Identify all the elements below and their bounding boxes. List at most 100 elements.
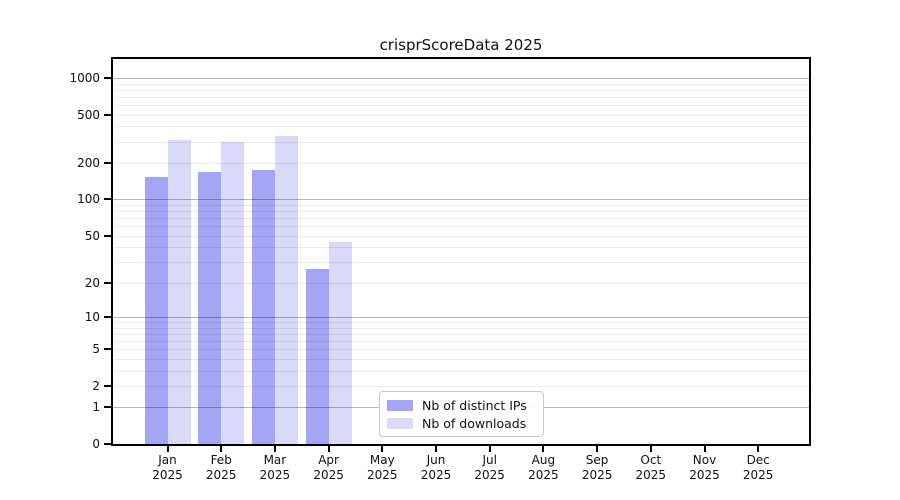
gridline-minor-700	[113, 96, 809, 98]
gridline-minor-90	[113, 204, 809, 206]
bar-nb-of-distinct-ips-feb	[198, 171, 222, 444]
legend-swatch-downloads	[387, 417, 413, 429]
y-tick-200	[104, 162, 113, 164]
y-tick-label-100: 100	[77, 192, 100, 207]
gridline-minor-2	[113, 385, 809, 387]
y-tick-20	[104, 281, 113, 284]
x-tick-year-jul: 2025	[474, 468, 505, 482]
legend-label-downloads: Nb of downloads	[422, 415, 527, 431]
x-tick-feb	[220, 444, 223, 452]
x-tick-sep	[596, 444, 599, 452]
x-tick-jan	[166, 444, 169, 452]
y-tick-label-20: 20	[84, 275, 100, 290]
bar-nb-of-downloads-feb	[221, 141, 245, 444]
gridline-minor-5	[113, 349, 809, 351]
gridline-minor-300	[113, 141, 809, 143]
x-tick-label-jul: Jul 2025	[462, 453, 518, 483]
x-tick-apr	[327, 444, 330, 452]
y-tick-50	[104, 234, 113, 237]
x-tick-jun	[435, 444, 437, 452]
x-tick-month-oct: Oct	[640, 453, 662, 467]
legend-item-downloads: Nb of downloads	[387, 416, 534, 431]
y-tick-500	[104, 113, 113, 116]
gridline-major-1000	[113, 77, 809, 79]
x-tick-month-jul: Jul	[482, 453, 497, 467]
bar-nb-of-distinct-ips-mar	[251, 170, 275, 444]
gridline-minor-900	[113, 83, 809, 85]
y-tick-label-2: 2	[92, 378, 100, 393]
y-tick-label-200: 200	[77, 156, 100, 170]
x-tick-label-nov: Nov 2025	[677, 453, 733, 483]
x-tick-label-mar: Mar 2025	[247, 453, 303, 483]
bar-nb-of-distinct-ips-jan	[144, 176, 168, 444]
x-tick-month-aug: Aug	[531, 453, 556, 467]
gridline-minor-500	[113, 114, 809, 116]
gridline-minor-4	[113, 358, 809, 360]
x-tick-year-feb: 2025	[205, 468, 237, 482]
x-tick-label-dec: Dec 2025	[730, 453, 786, 483]
y-tick-label-5: 5	[92, 342, 100, 357]
y-tick-1	[104, 406, 113, 409]
y-tick-100	[104, 198, 113, 201]
x-tick-label-aug: Aug 2025	[515, 453, 571, 483]
y-tick-label-10: 10	[84, 309, 100, 324]
x-tick-label-feb: Feb 2025	[193, 453, 249, 483]
x-tick-year-sep: 2025	[581, 468, 613, 482]
gridline-minor-6	[113, 340, 809, 342]
x-tick-label-may: May 2025	[354, 453, 410, 483]
gridline-minor-200	[113, 163, 809, 164]
y-tick-label-500: 500	[77, 107, 100, 122]
x-tick-month-feb: Feb	[210, 453, 232, 467]
x-tick-month-nov: Nov	[692, 453, 717, 467]
x-tick-label-apr: Apr 2025	[301, 453, 357, 483]
y-tick-1000	[104, 76, 113, 79]
gridline-minor-80	[113, 211, 809, 213]
x-tick-oct	[649, 444, 652, 452]
chart-title: crisprScoreData 2025	[379, 36, 543, 54]
bar-nb-of-downloads-apr	[328, 242, 352, 444]
legend-item-distinct-ips: Nb of distinct IPs	[387, 398, 534, 413]
x-tick-year-oct: 2025	[635, 468, 667, 482]
y-tick-2	[104, 384, 113, 387]
x-tick-label-sep: Sep 2025	[569, 453, 625, 483]
legend-label-distinct-ips: Nb of distinct IPs	[422, 398, 527, 414]
x-tick-mar	[273, 444, 276, 452]
y-tick-5	[104, 348, 113, 351]
x-tick-jul	[488, 444, 491, 452]
gridline-minor-30	[113, 262, 809, 264]
x-tick-aug	[542, 444, 545, 452]
x-tick-year-may: 2025	[367, 468, 398, 482]
y-tick-10	[104, 315, 113, 318]
x-tick-month-may: May	[369, 453, 395, 467]
y-tick-label-1: 1	[92, 400, 100, 415]
x-tick-label-oct: Oct 2025	[623, 453, 679, 483]
x-tick-year-aug: 2025	[528, 468, 559, 482]
y-tick-label-1000: 1000	[69, 70, 100, 85]
gridline-minor-50	[113, 235, 809, 237]
x-tick-month-jan: Jan	[158, 453, 177, 467]
legend: Nb of distinct IPs Nb of downloads	[379, 391, 544, 437]
x-tick-year-apr: 2025	[313, 468, 344, 482]
x-tick-month-dec: Dec	[746, 453, 770, 467]
legend-swatch-distinct-ips	[387, 400, 413, 412]
x-tick-dec	[757, 444, 760, 452]
x-tick-month-sep: Sep	[585, 453, 609, 467]
gridline-major-10	[113, 316, 809, 318]
gridline-minor-20	[113, 282, 809, 284]
gridline-minor-9	[113, 321, 809, 323]
x-tick-year-dec: 2025	[742, 468, 774, 482]
y-tick-label-0: 0	[92, 437, 100, 451]
x-tick-month-jun: Jun	[426, 453, 446, 467]
y-tick-label-50: 50	[84, 228, 100, 243]
gridline-minor-60	[113, 226, 809, 228]
x-tick-month-apr: Apr	[318, 453, 339, 467]
bar-nb-of-downloads-mar	[274, 135, 298, 444]
x-tick-label-jan: Jan 2025	[140, 453, 196, 483]
x-tick-nov	[703, 444, 706, 452]
gridline-minor-800	[113, 89, 809, 91]
gridline-minor-40	[113, 247, 809, 249]
x-tick-may	[381, 444, 384, 452]
